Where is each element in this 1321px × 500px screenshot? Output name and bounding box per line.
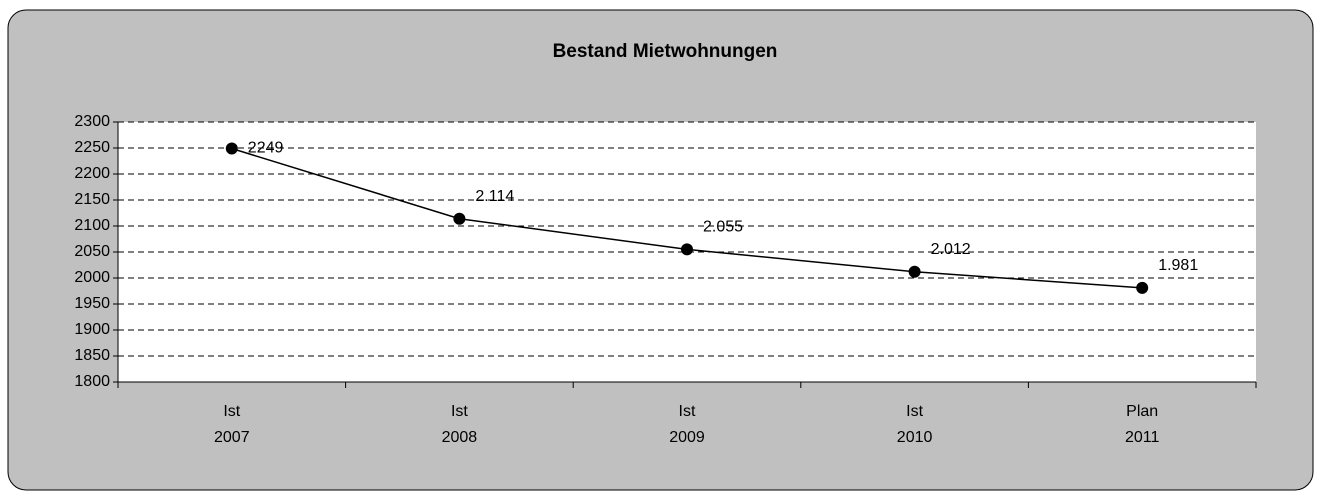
y-tick-label: 2200 — [74, 165, 110, 182]
x-tick-label: 2008 — [442, 429, 478, 446]
x-tick-label: Ist — [906, 403, 923, 420]
x-tick-label: Ist — [223, 403, 240, 420]
y-tick-label: 1950 — [74, 295, 110, 312]
data-label: 2249 — [248, 140, 284, 157]
y-tick-label: 2300 — [74, 113, 110, 130]
data-label: 2.012 — [931, 241, 971, 258]
data-label: 2.114 — [475, 188, 514, 205]
y-tick-label: 2100 — [74, 217, 110, 234]
chart-title: Bestand Mietwohnungen — [553, 41, 778, 62]
y-tick-label: 1850 — [74, 347, 110, 364]
x-tick-label: 2010 — [897, 429, 933, 446]
data-point — [681, 243, 693, 256]
y-tick-label: 2050 — [74, 243, 110, 260]
x-tick-label: Ist — [451, 403, 468, 420]
x-tick-label: Plan — [1126, 403, 1158, 420]
y-tick-label: 2000 — [74, 269, 110, 286]
y-tick-label: 2250 — [74, 139, 110, 156]
data-label: 2.055 — [703, 219, 743, 236]
x-tick-label: 2011 — [1125, 429, 1160, 446]
data-point — [1136, 281, 1149, 294]
data-label: 1.981 — [1158, 257, 1198, 274]
y-tick-label: 1800 — [74, 373, 110, 390]
data-point — [908, 265, 921, 278]
data-point — [453, 212, 466, 225]
y-tick-label: 1900 — [74, 321, 110, 338]
x-tick-label: Ist — [679, 403, 696, 420]
x-tick-label: 2007 — [214, 429, 250, 446]
data-point — [225, 142, 238, 155]
x-tick-label: 2009 — [669, 429, 705, 446]
y-tick-label: 2150 — [74, 191, 110, 208]
